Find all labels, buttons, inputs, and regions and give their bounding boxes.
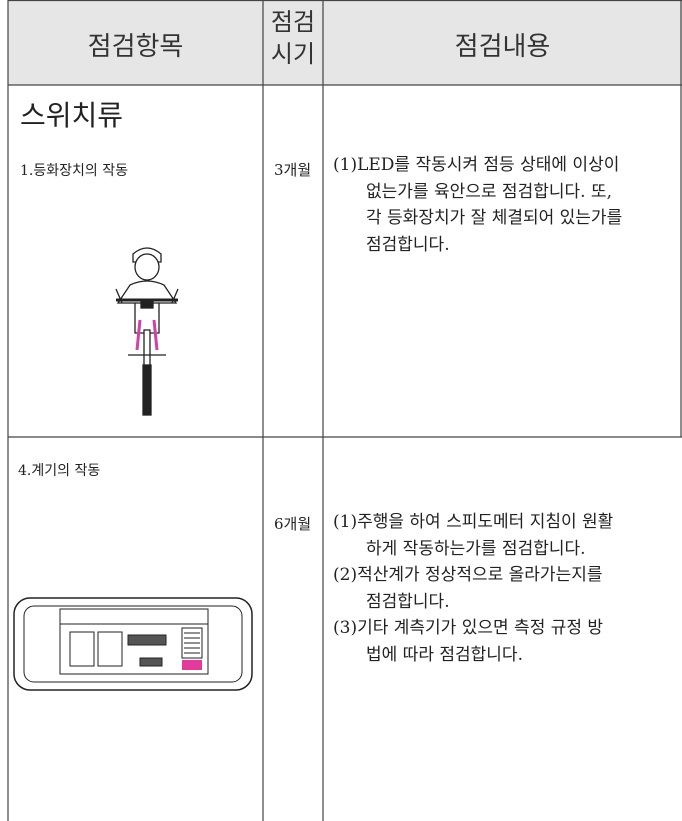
header-period: 점검 시기 [263,6,323,70]
content-line: 법에 따라 점검합니다. [366,644,523,665]
header-bg [8,0,682,85]
content-line: (1)LED를 작동시켜 점등 상태에 이상이 [333,155,620,175]
period: 6개월 [274,515,312,533]
header-content: 점검내용 [454,32,551,62]
header-item: 점검항목 [87,32,184,62]
content-line: (3)기타 계측기가 있으면 측정 규정 방 [333,618,604,638]
cyclist-illustration [115,247,179,416]
meter-illustration [13,597,253,691]
content-line: 각 등화장치가 잘 체결되어 있는가를 [366,208,623,228]
header-period-line: 점검 [270,8,316,36]
content-line: 하게 작동하는가를 점검합니다. [366,538,586,559]
content-line: (2)적산계가 정상적으로 올라가는지를 [333,565,603,585]
period: 3개월 [274,161,312,179]
section-title: 스위치류 [20,99,124,132]
item-name: 1.등화장치의 작동 [20,163,128,179]
content-line: 점검합니다. [366,591,450,612]
header-period-line: 시기 [270,40,316,68]
content-line: 없는가를 육안으로 점검합니다. 또, [366,181,612,202]
content-line: 점검합니다. [366,234,450,255]
content-line: (1)주행을 하여 스피도메터 지침이 원활 [333,512,614,532]
item-name: 4.계기의 작동 [18,463,101,479]
